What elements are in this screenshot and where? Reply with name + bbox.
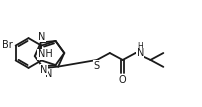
Text: N: N: [38, 32, 45, 42]
Text: NH: NH: [38, 49, 52, 59]
Text: H: H: [137, 42, 143, 51]
Text: O: O: [118, 75, 126, 85]
Text: Br: Br: [2, 40, 13, 50]
Text: S: S: [93, 61, 100, 71]
Text: N: N: [45, 69, 53, 79]
Text: N: N: [40, 65, 47, 75]
Text: N: N: [136, 48, 143, 58]
